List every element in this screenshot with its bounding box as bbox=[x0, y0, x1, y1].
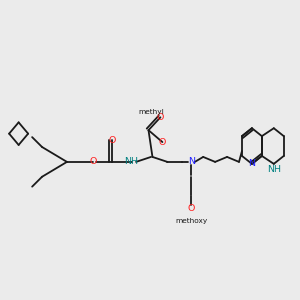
Text: O: O bbox=[108, 136, 116, 145]
Text: NH: NH bbox=[124, 158, 139, 166]
Text: N: N bbox=[188, 158, 195, 166]
Text: O: O bbox=[157, 113, 164, 122]
Text: N: N bbox=[248, 159, 255, 168]
Text: O: O bbox=[159, 138, 166, 147]
Text: O: O bbox=[89, 158, 97, 166]
Text: methoxy: methoxy bbox=[175, 218, 207, 224]
Text: O: O bbox=[188, 204, 195, 213]
Text: NH: NH bbox=[267, 165, 281, 174]
Text: methyl: methyl bbox=[139, 110, 164, 116]
